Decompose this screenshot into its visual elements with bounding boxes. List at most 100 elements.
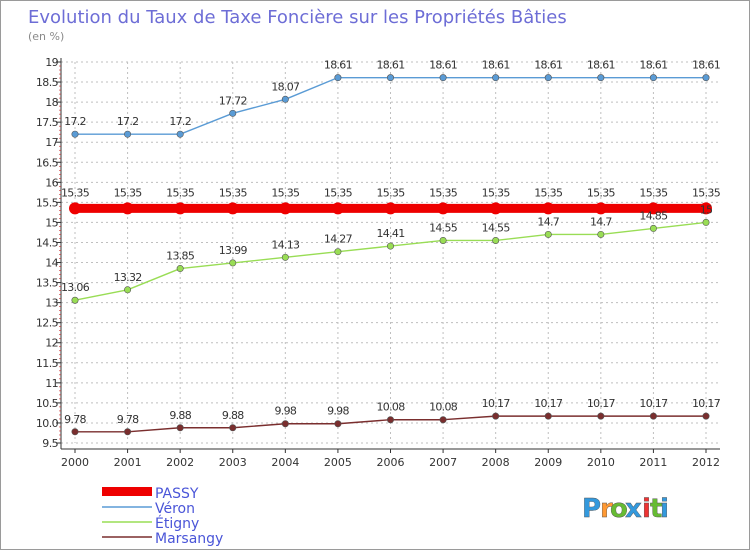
data-point [597,74,605,82]
y-tick-label: 15 [45,216,58,229]
logo-letter: i [642,494,651,524]
data-point [279,202,292,215]
data-label: 18.61 [692,59,720,72]
data-label: 13.06 [61,281,90,294]
data-point [597,230,605,238]
data-point [124,286,132,294]
data-point [229,424,237,432]
data-label: 10.17 [534,397,563,410]
data-point [439,416,447,424]
x-tick-label: 2011 [639,456,667,469]
data-point [384,202,397,215]
data-label: 18.61 [482,59,510,72]
data-label: 9.88 [222,409,244,422]
x-tick-label: 2000 [61,456,89,469]
y-tick-label: 18.5 [36,76,59,89]
data-point [702,412,710,420]
data-point [702,74,710,82]
data-label: 15.35 [534,186,563,199]
chart-title: Evolution du Taux de Taxe Foncière sur l… [28,7,567,28]
data-label: 18.61 [587,59,615,72]
data-point [229,259,237,267]
data-point [281,420,289,428]
data-label: 10.08 [377,401,406,414]
data-point [492,236,500,244]
y-tick-label: 18 [45,96,58,109]
logo-letter: r [600,494,613,524]
data-point [386,242,394,250]
data-label: 14.55 [429,221,458,234]
data-point [439,74,447,82]
legend-label: Véron [155,501,195,517]
data-label: 14.7 [590,215,612,228]
data-point [492,74,500,82]
logo-letter: o [610,494,628,524]
legend-label: Étigny [155,515,199,532]
data-label: 15.35 [114,186,143,199]
y-tick-label: 12 [45,337,58,350]
data-label: 17.2 [64,115,86,128]
data-label: 15.35 [587,186,616,199]
grid [61,61,720,444]
data-label: 15.35 [692,186,721,199]
data-point [544,412,552,420]
data-point [71,428,79,436]
data-label: 15.35 [324,186,353,199]
data-label: 9.88 [169,409,191,422]
x-tick-label: 2002 [166,456,194,469]
data-point [649,412,657,420]
x-tick-label: 2012 [692,456,720,469]
data-label: 10.17 [639,397,668,410]
data-point [542,202,555,215]
data-label: 15.35 [166,186,195,199]
logo-letter: x [625,494,642,524]
data-point [71,296,79,304]
data-point [176,424,184,432]
series-group: 15.35 15.35 15.35 15.35 15.35 15.35 15.35 15.35… [61,59,721,436]
data-label: 14.7 [537,215,559,228]
data-label: 9.78 [117,413,139,426]
data-point [121,202,134,215]
data-point [176,265,184,273]
series-étigny: 13.06 13.32 13.85 13.99 14.13 14.27 14.41 14.55… [61,203,714,304]
y-tick-label: 19 [45,56,58,69]
y-tick-label: 10.5 [36,397,59,410]
data-label: 13.32 [114,271,142,284]
data-label: 10.17 [692,397,721,410]
y-tick-label: 14.5 [36,236,59,249]
data-label: 15.35 [61,186,90,199]
x-tick-label: 2008 [482,456,510,469]
data-label: 15.35 [639,186,668,199]
data-point [124,428,132,436]
data-label: 17.2 [117,115,139,128]
data-label: 13.85 [166,250,195,263]
data-point [647,202,660,215]
data-label: 9.98 [327,405,349,418]
y-tick-label: 16.5 [36,156,59,169]
y-tick-label: 11.5 [36,357,59,370]
y-unit-label: (en %) [28,30,64,43]
data-point [544,230,552,238]
y-tick-label: 16 [45,176,58,189]
x-tick-label: 2009 [534,456,562,469]
data-point [649,74,657,82]
data-point [334,420,342,428]
data-label: 17.2 [169,115,191,128]
series-véron: 17.2 17.2 17.2 17.72 18.07 18.61 18.61 18.61 18.… [64,59,721,138]
legend-label: Marsangy [155,531,223,547]
x-tick-label: 2007 [429,456,457,469]
legend-swatch [102,487,152,496]
y-tick-label: 13 [45,297,58,310]
y-tick-label: 11 [45,377,58,390]
data-label: 18.61 [429,59,457,72]
data-label: 14.85 [639,209,668,222]
data-label: 18.61 [377,59,405,72]
logo-letter: t [650,494,662,524]
data-point [176,130,184,138]
data-point [489,202,502,215]
data-point [226,202,239,215]
data-label: 17.72 [219,94,247,107]
data-label: 14.13 [271,238,300,251]
